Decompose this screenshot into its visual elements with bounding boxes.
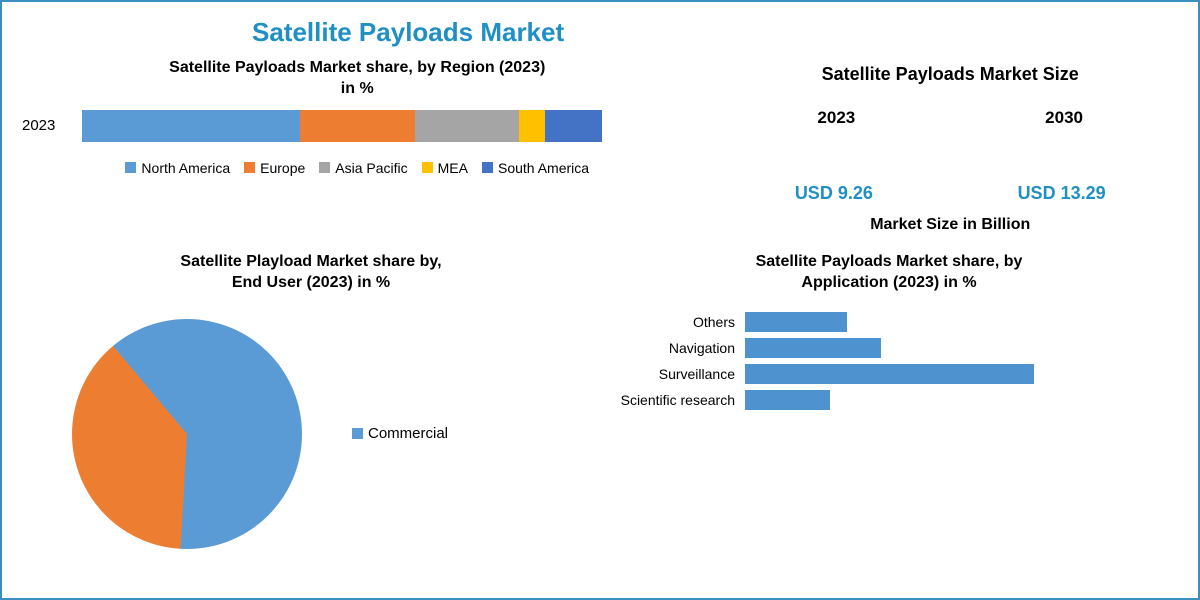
legend-label: North America [141,160,230,176]
stacked-seg-south-america [545,110,602,142]
legend-swatch [244,162,255,173]
hbar [745,390,830,410]
legend-item: South America [482,160,589,176]
row-top: Satellite Payloads Market share, by Regi… [22,58,1178,234]
hbar-label: Others [600,314,745,330]
infographic-frame: Satellite Payloads Market Satellite Payl… [2,2,1198,598]
stacked-seg-mea [519,110,545,142]
stacked-seg-north-america [82,110,300,142]
legend-label: Europe [260,160,305,176]
stacked-bar-year-label: 2023 [22,117,82,134]
market-size-year-1: 2030 [1045,108,1083,128]
application-chart: Satellite Payloads Market share, byAppli… [600,252,1178,549]
legend-swatch [482,162,493,173]
legend-item: MEA [422,160,468,176]
stacked-seg-europe [300,110,414,142]
hbar-row: Navigation [600,338,1148,358]
market-size-panel: Satellite Payloads Market Size 2023 2030… [692,58,1178,234]
stacked-bar-row: 2023 [22,110,692,142]
hbar-row: Surveillance [600,364,1148,384]
hbar-row: Others [600,312,1148,332]
region-chart-title: Satellite Payloads Market share, by Regi… [22,58,692,100]
enduser-chart-title: Satellite Playload Market share by,End U… [22,252,600,294]
hbar [745,364,1034,384]
legend-item: Europe [244,160,305,176]
pie-legend-swatch [352,428,363,439]
legend-swatch [319,162,330,173]
pie-legend-item: Commercial [352,425,448,442]
market-size-value-0: USD 9.26 [795,183,873,204]
hbar [745,338,881,358]
hbar-label: Scientific research [600,392,745,408]
legend-label: Asia Pacific [335,160,407,176]
region-chart: Satellite Payloads Market share, by Regi… [22,58,692,234]
main-title: Satellite Payloads Market [252,17,1178,48]
legend-label: South America [498,160,589,176]
legend-swatch [125,162,136,173]
row-bottom: Satellite Playload Market share by,End U… [22,252,1178,549]
stacked-bar [82,110,602,142]
hbar [745,312,847,332]
pie-area: Commercial [22,319,600,549]
legend-item: North America [125,160,230,176]
legend-label: MEA [438,160,468,176]
pie-legend-label: Commercial [368,425,448,442]
market-size-title: Satellite Payloads Market Size [722,63,1178,86]
legend-item: Asia Pacific [319,160,407,176]
market-size-value-1: USD 13.29 [1018,183,1106,204]
stacked-bar-wrap: 2023 North America Europe Asia Pacific MEA S… [22,110,692,176]
hbar-label: Surveillance [600,366,745,382]
legend-swatch [422,162,433,173]
application-chart-title: Satellite Payloads Market share, byAppli… [600,252,1178,294]
hbar-area: Others Navigation Surveillance Scientific r… [600,312,1178,410]
hbar-label: Navigation [600,340,745,356]
region-legend: North America Europe Asia Pacific MEA South … [22,160,692,176]
stacked-seg-asia-pacific [415,110,519,142]
market-size-year-0: 2023 [817,108,855,128]
market-size-years: 2023 2030 [722,108,1178,128]
hbar-row: Scientific research [600,390,1148,410]
market-size-values: USD 9.26 USD 13.29 [722,183,1178,204]
pie-chart [72,319,302,549]
pie-legend: Commercial [352,425,448,442]
market-size-caption: Market Size in Billion [722,216,1178,234]
enduser-chart: Satellite Playload Market share by,End U… [22,252,600,549]
